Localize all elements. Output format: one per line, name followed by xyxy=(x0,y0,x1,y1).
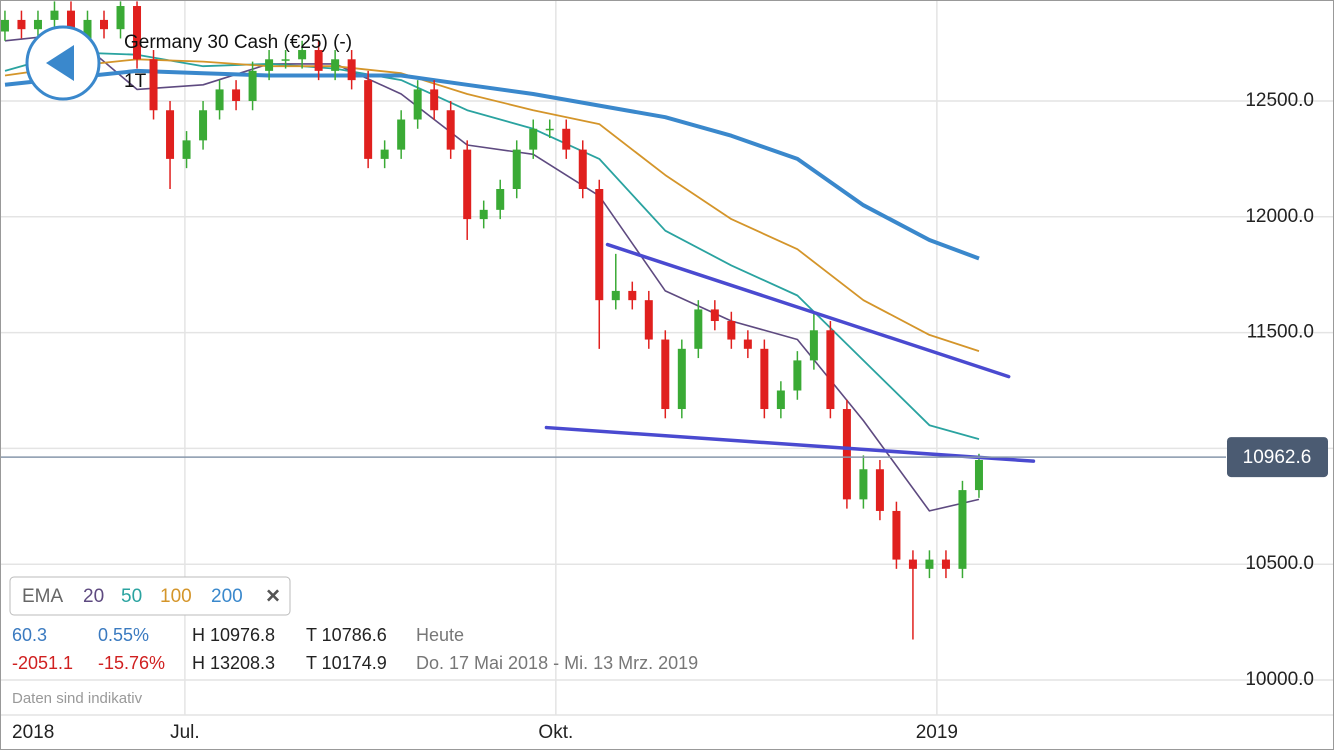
candle-body xyxy=(248,70,257,101)
candle-body xyxy=(809,330,818,361)
info-change-pct: 0.55% xyxy=(98,625,149,645)
candle-body xyxy=(397,119,406,150)
candle-body xyxy=(892,510,901,560)
candle-body xyxy=(33,19,42,30)
y-tick-label: 12000.0 xyxy=(1245,206,1314,227)
candle-body xyxy=(380,149,389,159)
candle-body xyxy=(760,348,769,410)
y-tick-label: 10000.0 xyxy=(1245,669,1314,690)
candle-body xyxy=(149,59,158,111)
ema-line xyxy=(4,68,980,261)
candle-body xyxy=(545,128,554,131)
info-period: Heute xyxy=(416,625,464,645)
candle-body xyxy=(842,409,851,500)
candle-body xyxy=(17,19,26,30)
legend-entry: 200 xyxy=(211,586,243,607)
candle-body xyxy=(727,321,736,340)
x-tick-label: 2018 xyxy=(12,722,54,743)
y-tick-label: 12500.0 xyxy=(1245,90,1314,111)
info-change: 60.3 xyxy=(12,625,47,645)
candle-body xyxy=(232,89,241,101)
candle-body xyxy=(347,59,356,81)
candle-body xyxy=(611,290,620,301)
ema-line xyxy=(4,58,980,352)
candle-body xyxy=(479,209,488,220)
info-change-pct: -15.76% xyxy=(98,653,165,673)
candle-body xyxy=(496,188,505,210)
candle-body xyxy=(100,19,109,30)
candle-body xyxy=(941,559,950,569)
candle-body xyxy=(562,128,571,150)
last-price-label: 10962.6 xyxy=(1243,447,1312,468)
info-low: T 10786.6 xyxy=(306,625,387,645)
legend-entry: 50 xyxy=(121,586,142,607)
candle-body xyxy=(644,300,653,340)
candle-body xyxy=(298,50,307,60)
candle-body xyxy=(116,6,125,30)
info-high: H 13208.3 xyxy=(192,653,275,673)
candle-body xyxy=(0,19,9,32)
candle-body xyxy=(331,59,340,71)
candle-body xyxy=(661,339,670,410)
candle-body xyxy=(166,110,175,159)
back-arrow xyxy=(46,45,74,81)
candle-body xyxy=(463,149,472,220)
x-tick-label: Okt. xyxy=(538,722,573,743)
candle-body xyxy=(66,10,75,41)
candle-body xyxy=(364,80,373,159)
candle-body xyxy=(265,59,274,71)
candle-body xyxy=(694,309,703,349)
timeframe[interactable]: 1T xyxy=(124,71,147,92)
candle-body xyxy=(595,188,604,301)
candle-body xyxy=(50,10,59,20)
y-tick-label: 11500.0 xyxy=(1247,322,1314,343)
close-legend[interactable]: × xyxy=(266,582,280,609)
candle-body xyxy=(413,89,422,120)
candle-body xyxy=(958,490,967,569)
x-tick-label: 2019 xyxy=(916,722,958,743)
legend-box xyxy=(9,576,291,616)
y-tick-label: 10500.0 xyxy=(1245,553,1314,574)
candle-body xyxy=(215,89,224,111)
legend-entry: 100 xyxy=(160,586,192,607)
candle-body xyxy=(446,110,455,150)
candle-body xyxy=(182,140,191,159)
candle-body xyxy=(974,459,983,491)
candle-body xyxy=(710,309,719,322)
candle-body xyxy=(793,360,802,391)
candle-body xyxy=(430,89,439,111)
candle-body xyxy=(281,59,290,61)
candle-body xyxy=(925,559,934,569)
candle-body xyxy=(578,149,587,189)
info-change: -2051.1 xyxy=(12,653,73,673)
candle-body xyxy=(529,128,538,150)
candle-body xyxy=(859,469,868,500)
candle-body xyxy=(628,290,637,301)
last-price-badge xyxy=(1227,437,1328,478)
candle-body xyxy=(875,469,884,511)
candle-body xyxy=(512,149,521,189)
legend-indicator: EMA xyxy=(22,586,64,607)
candle-body xyxy=(776,390,785,410)
candle-body xyxy=(133,6,142,60)
trendline xyxy=(544,425,1036,463)
overlay: Germany 30 Cash (€25) (-) 1T EMA 20 50 1… xyxy=(9,25,698,707)
candle-body xyxy=(826,330,835,410)
candle-body xyxy=(83,19,92,41)
info-low: T 10174.9 xyxy=(306,653,387,673)
info-high: H 10976.8 xyxy=(192,625,275,645)
x-tick-label: Jul. xyxy=(170,722,200,743)
candle-body xyxy=(677,348,686,410)
candle-body xyxy=(314,50,323,71)
info-period: Do. 17 Mai 2018 - Mi. 13 Mrz. 2019 xyxy=(416,653,698,673)
candle-body xyxy=(908,559,917,569)
disclaimer: Daten sind indikativ xyxy=(12,690,143,707)
candle-body xyxy=(199,110,208,141)
legend-entry: 20 xyxy=(83,586,104,607)
trendline xyxy=(605,242,1011,379)
instrument-title: Germany 30 Cash (€25) (-) xyxy=(124,32,352,53)
candle-body xyxy=(743,339,752,349)
